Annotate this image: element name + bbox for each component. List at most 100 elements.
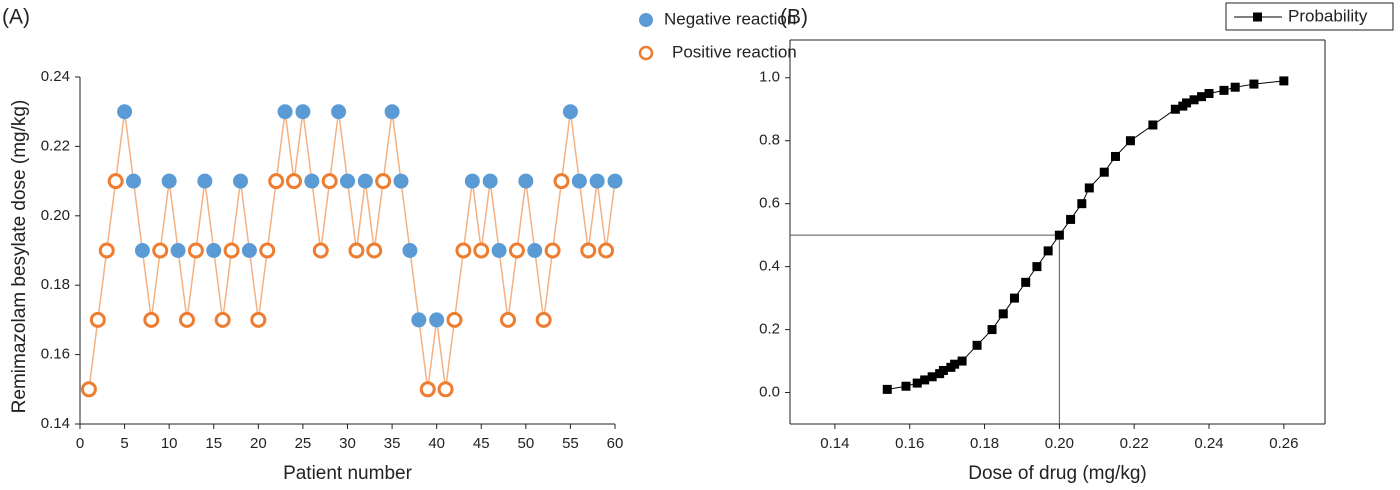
point [1032,262,1042,272]
y-tick-label: 0.0 [759,383,780,400]
negative-point [170,243,186,258]
negative-point [527,243,543,258]
positive-point [187,242,204,259]
legend-marker [1253,12,1262,22]
positive-point [446,311,463,328]
legend-label: Positive reaction [672,42,797,61]
x-tick-label: 10 [161,435,178,452]
x-tick-label: 45 [473,435,490,452]
x-tick-label: 0.14 [820,435,849,452]
negative-point [304,173,320,189]
point [1084,183,1094,193]
positive-point [580,242,597,259]
x-axis-title: Patient number [283,463,413,484]
y-tick-label: 0.20 [41,207,70,224]
negative-point [161,173,177,189]
point [1009,293,1019,303]
negative-point [197,173,213,189]
positive-point [179,311,195,328]
positive-point [98,242,115,259]
x-tick-label: 60 [607,435,624,452]
x-tick-label: 0.24 [1194,435,1223,452]
point [901,381,911,391]
negative-point [393,173,409,189]
point [938,365,948,375]
point [920,375,930,385]
point [1189,95,1199,105]
positive-point [80,381,97,398]
x-tick-label: 0.22 [1120,435,1149,452]
negative-point [411,312,427,328]
negative-point [402,243,418,258]
positive-point [312,242,329,259]
point [1043,246,1053,256]
point [1219,85,1229,95]
point [972,340,982,350]
negative-point [331,104,347,120]
point [1204,89,1214,99]
negative-point [134,243,150,258]
positive-point [553,173,570,190]
positive-point [321,173,338,190]
point [927,372,937,382]
positive-point [455,242,472,259]
negative-point [233,173,248,189]
positive-point [375,173,392,190]
positive-point [89,311,106,328]
positive-point [348,242,365,259]
positive-point [473,242,490,259]
positive-point [286,173,302,190]
legend-marker [639,13,653,27]
negative-point [518,173,534,189]
x-tick-label: 0.26 [1269,435,1298,452]
point [957,356,967,366]
point [1249,79,1259,89]
negative-point [571,173,587,189]
x-tick-label: 15 [205,435,222,452]
x-tick-label: 0.18 [970,435,999,452]
point [1077,199,1087,209]
y-tick-label: 0.16 [41,346,70,363]
y-tick-label: 0.14 [41,415,70,432]
y-tick-label: 0.2 [759,321,780,338]
negative-point [117,104,133,120]
positive-point [419,381,436,398]
y-axis-title: Remimazolam besylate dose (mg/kg) [9,100,30,414]
point [1099,167,1109,177]
negative-point [589,173,605,189]
x-tick-label: 5 [120,435,128,452]
y-tick-label: 0.24 [41,68,70,85]
positive-point [214,311,231,328]
x-tick-label: 30 [339,435,356,452]
point [1279,76,1289,86]
point [912,378,922,388]
positive-point [535,311,552,328]
x-tick-label: 50 [517,435,534,452]
point [1182,98,1192,108]
positive-point [268,173,285,190]
panel-label: (A) [2,6,30,29]
y-tick-label: 0.4 [759,258,780,275]
point [1110,151,1120,161]
point [1054,230,1064,240]
positive-point [259,242,276,259]
point [1066,214,1076,224]
x-tick-label: 0.20 [1045,435,1074,452]
positive-point [366,242,383,259]
legend-label: Probability [1288,6,1368,25]
point [998,309,1008,319]
y-tick-label: 0.8 [759,132,780,149]
x-tick-label: 55 [562,435,579,452]
positive-point [544,242,561,259]
negative-point [357,173,373,189]
negative-point [464,173,480,189]
negative-point [482,173,498,189]
x-axis-title: Dose of drug (mg/kg) [968,463,1146,484]
point [1148,120,1158,130]
y-tick-label: 0.18 [41,276,70,293]
negative-point [429,312,445,328]
negative-point [206,243,222,258]
x-tick-label: 0 [76,435,84,452]
point [950,359,960,369]
